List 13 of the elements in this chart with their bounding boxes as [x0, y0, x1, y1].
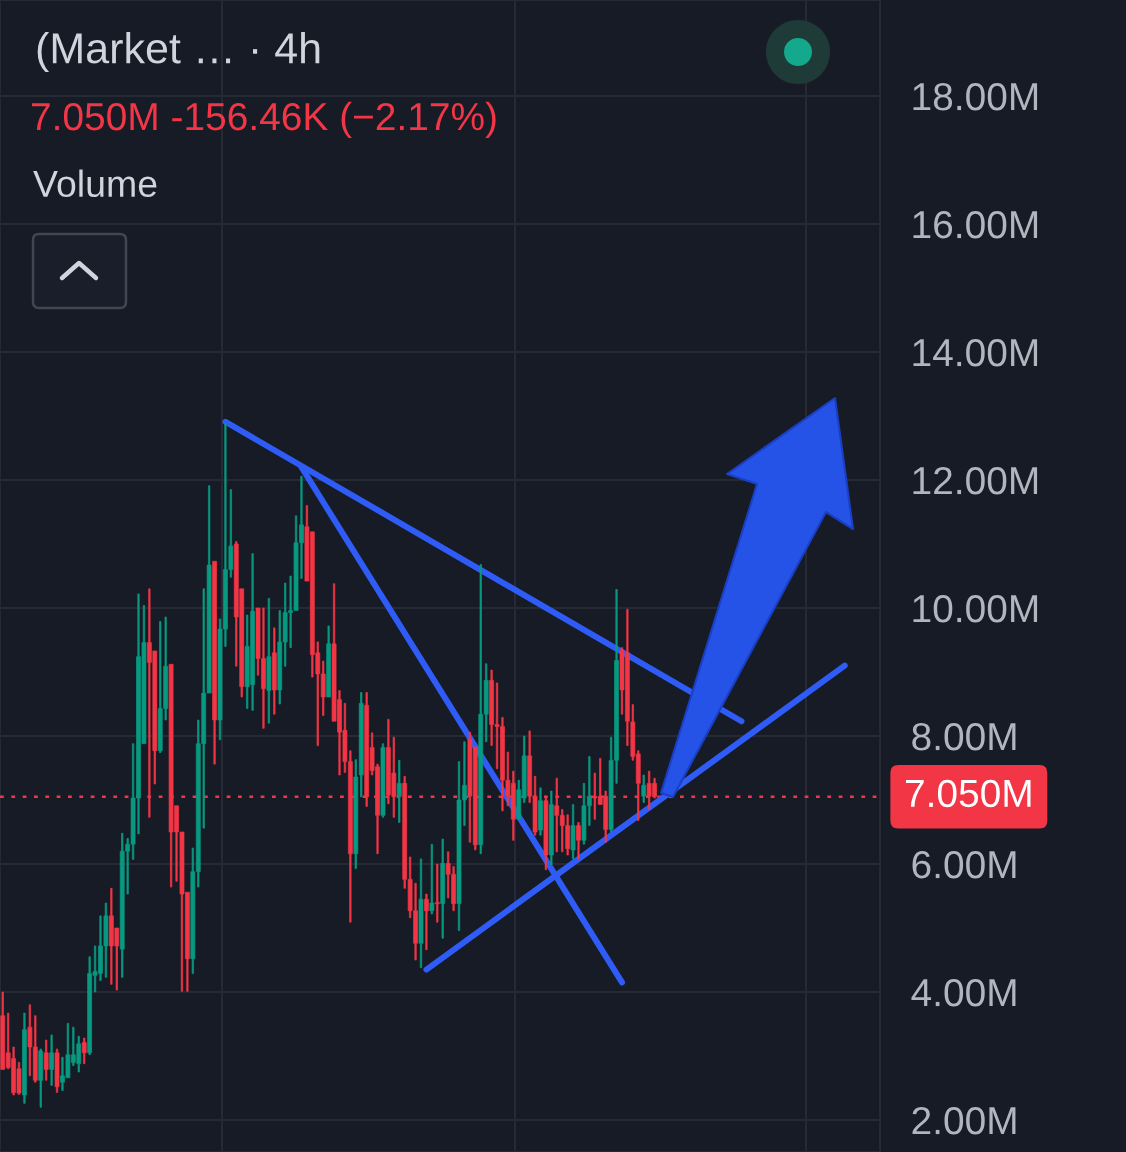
y-tick-label: 12.00M	[913, 466, 1038, 495]
y-tick-label: 4.00M	[911, 978, 1016, 1007]
text: (Market … · 4h	[37, 31, 320, 73]
y-tick-label: 8.00M	[912, 722, 1016, 751]
y-tick-label: 6.00M	[912, 850, 1016, 879]
y-tick-label: 10.00M	[913, 594, 1038, 623]
ref-line-label: 7.050M	[905, 779, 1031, 808]
annotation: Volume	[33, 169, 157, 198]
text: 7.050M -156.46K (−2.17%)	[31, 101, 496, 139]
y-tick-label: 2.00M	[912, 1106, 1016, 1135]
y-tick-label: 18.00M	[913, 82, 1038, 111]
y-tick-label: 14.00M	[913, 338, 1038, 367]
y-tick-label: 16.00M	[913, 210, 1038, 239]
